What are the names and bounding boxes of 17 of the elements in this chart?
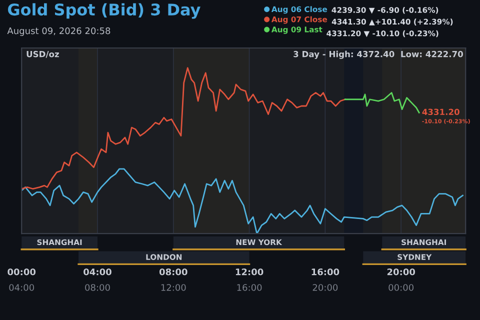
x2-tick-label: 20:00 (312, 284, 338, 291)
x-tick-label: 12:00 (236, 268, 264, 276)
chart-subtitle: August 09, 2026 20:58 (7, 27, 110, 36)
x2-tick-label: 04:00 (9, 284, 34, 291)
text: 3 Day - High: 4372.40 Low: 4222.70 (294, 50, 463, 59)
x2-tick-label: 12:00 (161, 284, 186, 291)
chart-title: Gold Spot (Bid) 3 Day (8, 3, 200, 19)
x2-tick-label: 00:00 (388, 284, 414, 291)
x-tick-label: 00:00 (8, 268, 36, 276)
annotation: 4331.20 (422, 108, 460, 116)
x-tick-label: 04:00 (84, 268, 112, 276)
x-tick-label: 16:00 (312, 268, 340, 276)
x2-tick-label: 16:00 (237, 284, 262, 291)
y-axis-title: USD/oz (26, 50, 59, 58)
x-tick-label: 20:00 (387, 268, 416, 276)
x2-tick-label: 08:00 (85, 284, 110, 291)
x-tick-label: 08:00 (159, 268, 188, 276)
